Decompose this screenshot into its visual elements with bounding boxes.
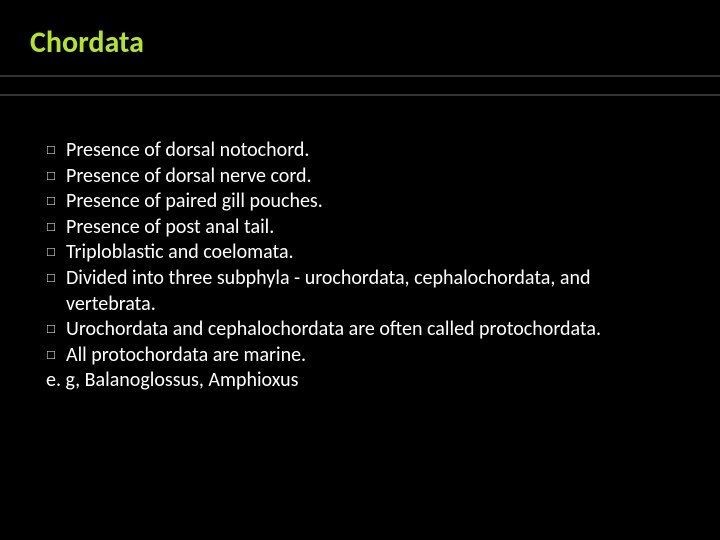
bullet-text: Presence of dorsal nerve cord. bbox=[66, 164, 666, 190]
slide-title: Chordata bbox=[30, 14, 720, 72]
bullet-item: ☐ Presence of post anal tail. bbox=[46, 215, 666, 241]
bullet-icon: ☐ bbox=[46, 343, 66, 368]
bullet-text: Presence of dorsal notochord. bbox=[66, 138, 666, 164]
bullet-text: All protochordata are marine. bbox=[66, 343, 666, 369]
bullet-item: ☐ Divided into three subphyla - urochord… bbox=[46, 266, 666, 317]
bullet-item: ☐ Presence of dorsal nerve cord. bbox=[46, 164, 666, 190]
slide-body: ☐ Presence of dorsal notochord. ☐ Presen… bbox=[46, 138, 666, 394]
bullet-icon: ☐ bbox=[46, 215, 66, 240]
divider-top bbox=[0, 75, 720, 77]
bullet-icon: ☐ bbox=[46, 189, 66, 214]
bullet-item: ☐ Presence of paired gill pouches. bbox=[46, 189, 666, 215]
divider-bottom bbox=[0, 94, 720, 96]
bullet-text: Triploblastic and coelomata. bbox=[66, 240, 666, 266]
bullet-item: ☐ All protochordata are marine. bbox=[46, 343, 666, 369]
bullet-icon: ☐ bbox=[46, 138, 66, 163]
bullet-item: ☐ Presence of dorsal notochord. bbox=[46, 138, 666, 164]
slide: Chordata ☐ Presence of dorsal notochord.… bbox=[0, 0, 720, 540]
bullet-icon: ☐ bbox=[46, 240, 66, 265]
bullet-icon: ☐ bbox=[46, 266, 66, 291]
bullet-text: Presence of post anal tail. bbox=[66, 215, 666, 241]
title-bar: Chordata bbox=[0, 14, 720, 72]
bullet-text: Presence of paired gill pouches. bbox=[66, 189, 666, 215]
bullet-icon: ☐ bbox=[46, 317, 66, 342]
bullet-text: Divided into three subphyla - urochordat… bbox=[66, 266, 666, 317]
bullet-icon: ☐ bbox=[46, 164, 66, 189]
bullet-item: ☐ Urochordata and cephalochordata are of… bbox=[46, 317, 666, 343]
example-line: e. g, Balanoglossus, Amphioxus bbox=[46, 368, 666, 394]
bullet-item: ☐ Triploblastic and coelomata. bbox=[46, 240, 666, 266]
bullet-text: Urochordata and cephalochordata are ofte… bbox=[66, 317, 666, 343]
